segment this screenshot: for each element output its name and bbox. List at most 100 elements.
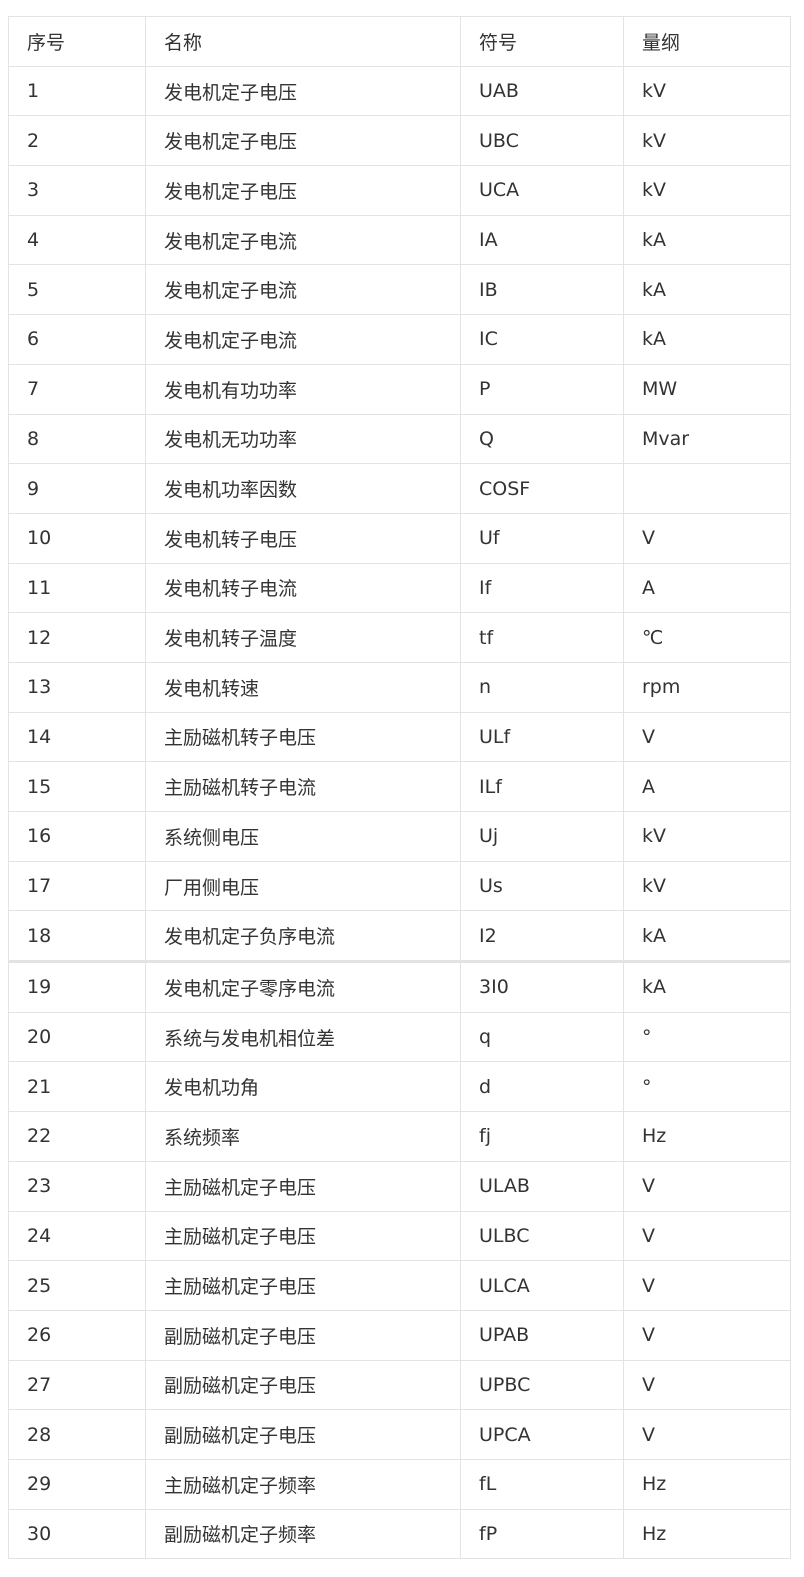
- cell-unit: kV: [623, 860, 791, 912]
- cell-index: 4: [8, 214, 146, 266]
- cell-symbol: ILf: [460, 761, 624, 812]
- cell-name: 发电机转子温度: [145, 612, 461, 663]
- cell-index: 30: [8, 1508, 146, 1560]
- cell-index: 16: [8, 811, 146, 862]
- cell-unit: V: [623, 1210, 791, 1262]
- cell-index: 24: [8, 1210, 146, 1262]
- cell-unit: V: [623, 1359, 791, 1411]
- cell-symbol: fL: [460, 1458, 624, 1510]
- cell-index: 3: [8, 165, 146, 216]
- cell-symbol: If: [460, 562, 624, 614]
- table-row: 25 主励磁机定子电压 ULCA V: [8, 1260, 791, 1311]
- cell-symbol: 3I0: [460, 960, 624, 1013]
- cell-index: 21: [8, 1061, 146, 1113]
- cell-unit: Mvar: [623, 413, 791, 465]
- cell-index: 11: [8, 562, 146, 614]
- cell-name: 发电机定子零序电流: [145, 960, 461, 1013]
- cell-name: 发电机有功功率: [145, 363, 461, 415]
- table-row: 24 主励磁机定子电压 ULBC V: [8, 1210, 791, 1262]
- cell-name: 发电机定子电流: [145, 214, 461, 266]
- cell-name: 副励磁机定子电压: [145, 1359, 461, 1411]
- table-row: 15 主励磁机转子电流 ILf A: [8, 761, 791, 812]
- cell-name: 副励磁机定子电压: [145, 1409, 461, 1460]
- table-row: 27 副励磁机定子电压 UPBC V: [8, 1359, 791, 1411]
- cell-name: 主励磁机定子频率: [145, 1458, 461, 1510]
- cell-index: 25: [8, 1260, 146, 1311]
- cell-index: 18: [8, 910, 146, 963]
- cell-symbol: d: [460, 1061, 624, 1113]
- cell-symbol: UAB: [460, 65, 624, 117]
- cell-unit: kV: [623, 115, 791, 167]
- cell-unit: A: [623, 562, 791, 614]
- table-row: 8 发电机无功功率 Q Mvar: [8, 413, 791, 465]
- table-row: 6 发电机定子电流 IC kA: [8, 314, 791, 365]
- cell-index: 15: [8, 761, 146, 812]
- cell-index: 7: [8, 363, 146, 415]
- cell-symbol: IB: [460, 264, 624, 316]
- cell-unit: kA: [623, 910, 791, 963]
- cell-symbol: tf: [460, 612, 624, 663]
- cell-unit: V: [623, 512, 791, 564]
- cell-name: 系统侧电压: [145, 811, 461, 862]
- cell-index: 19: [8, 960, 146, 1013]
- cell-symbol: fj: [460, 1111, 624, 1162]
- cell-name: 发电机转速: [145, 661, 461, 713]
- cell-name: 发电机转子电压: [145, 512, 461, 564]
- cell-unit: Hz: [623, 1111, 791, 1162]
- cell-unit: rpm: [623, 661, 791, 713]
- table-row: 29 主励磁机定子频率 fL Hz: [8, 1458, 791, 1510]
- cell-index: 23: [8, 1160, 146, 1212]
- cell-unit: V: [623, 1309, 791, 1361]
- header-unit: 量纲: [623, 16, 791, 67]
- cell-symbol: UPCA: [460, 1409, 624, 1460]
- cell-symbol: I2: [460, 910, 624, 963]
- cell-index: 1: [8, 65, 146, 117]
- cell-symbol: Q: [460, 413, 624, 465]
- cell-index: 2: [8, 115, 146, 167]
- cell-unit: kV: [623, 65, 791, 117]
- cell-unit: V: [623, 1160, 791, 1212]
- table-row: 13 发电机转速 n rpm: [8, 661, 791, 713]
- cell-name: 发电机定子电流: [145, 314, 461, 365]
- cell-index: 12: [8, 612, 146, 663]
- cell-symbol: UBC: [460, 115, 624, 167]
- cell-name: 发电机定子电压: [145, 165, 461, 216]
- cell-unit: °: [623, 1061, 791, 1113]
- cell-symbol: IA: [460, 214, 624, 266]
- table-row: 28 副励磁机定子电压 UPCA V: [8, 1409, 791, 1460]
- header-index: 序号: [8, 16, 146, 67]
- cell-unit: Hz: [623, 1458, 791, 1510]
- header-symbol: 符号: [460, 16, 624, 67]
- table-row: 20 系统与发电机相位差 q °: [8, 1011, 791, 1063]
- parameter-table: 序号 名称 符号 量纲 1 发电机定子电压 UAB kV 2 发电机定子电压 UBC kV 3 发…: [8, 16, 791, 1560]
- cell-name: 主励磁机转子电流: [145, 761, 461, 812]
- cell-unit: [623, 463, 791, 514]
- cell-name: 发电机功角: [145, 1061, 461, 1113]
- cell-unit: kA: [623, 314, 791, 365]
- cell-index: 14: [8, 711, 146, 763]
- cell-unit: °: [623, 1011, 791, 1063]
- table-row: 19 发电机定子零序电流 3I0 kA: [8, 960, 791, 1013]
- cell-index: 8: [8, 413, 146, 465]
- cell-unit: kV: [623, 811, 791, 862]
- cell-name: 发电机定子电压: [145, 115, 461, 167]
- table-row: 17 厂用侧电压 Us kV: [8, 860, 791, 912]
- cell-index: 13: [8, 661, 146, 713]
- cell-index: 17: [8, 860, 146, 912]
- table-row: 23 主励磁机定子电压 ULAB V: [8, 1160, 791, 1212]
- cell-index: 29: [8, 1458, 146, 1510]
- cell-name: 主励磁机定子电压: [145, 1260, 461, 1311]
- cell-unit: V: [623, 1260, 791, 1311]
- cell-symbol: ULCA: [460, 1260, 624, 1311]
- table-row: 3 发电机定子电压 UCA kV: [8, 165, 791, 216]
- cell-symbol: ULf: [460, 711, 624, 763]
- cell-name: 发电机转子电流: [145, 562, 461, 614]
- cell-name: 系统频率: [145, 1111, 461, 1162]
- table-row: 18 发电机定子负序电流 I2 kA: [8, 910, 791, 963]
- cell-unit: kV: [623, 165, 791, 216]
- cell-name: 发电机定子负序电流: [145, 910, 461, 963]
- cell-symbol: ULAB: [460, 1160, 624, 1212]
- cell-index: 28: [8, 1409, 146, 1460]
- table-row: 26 副励磁机定子电压 UPAB V: [8, 1309, 791, 1361]
- table-row: 2 发电机定子电压 UBC kV: [8, 115, 791, 167]
